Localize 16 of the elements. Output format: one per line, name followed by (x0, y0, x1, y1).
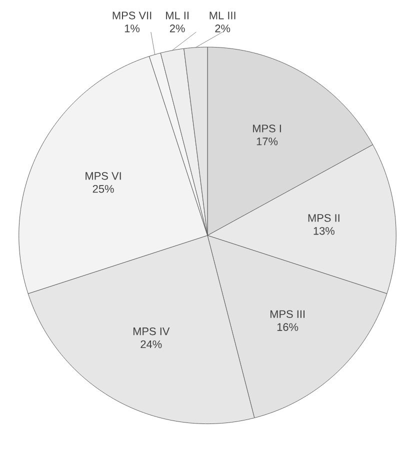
slice-label: ML II (166, 12, 188, 20)
slice-label: MPS IV (133, 327, 170, 336)
slice-label: ML III (210, 12, 236, 20)
data-label: 2% (170, 24, 185, 32)
data-label: 1% (124, 24, 140, 32)
slice-label: MPS VI (86, 172, 121, 180)
data-label: 13% (314, 227, 334, 235)
slice-label: MPS VII (112, 12, 152, 20)
data-label: 17% (256, 138, 278, 146)
data-label: 25% (92, 185, 114, 193)
slice-label: MPS II (308, 214, 340, 222)
slice-label: MPS I (253, 124, 281, 132)
slice-label: MPS III (270, 310, 305, 318)
data-label: 24% (140, 340, 162, 348)
data-label: 2% (215, 24, 230, 32)
data-label: 16% (277, 323, 298, 331)
